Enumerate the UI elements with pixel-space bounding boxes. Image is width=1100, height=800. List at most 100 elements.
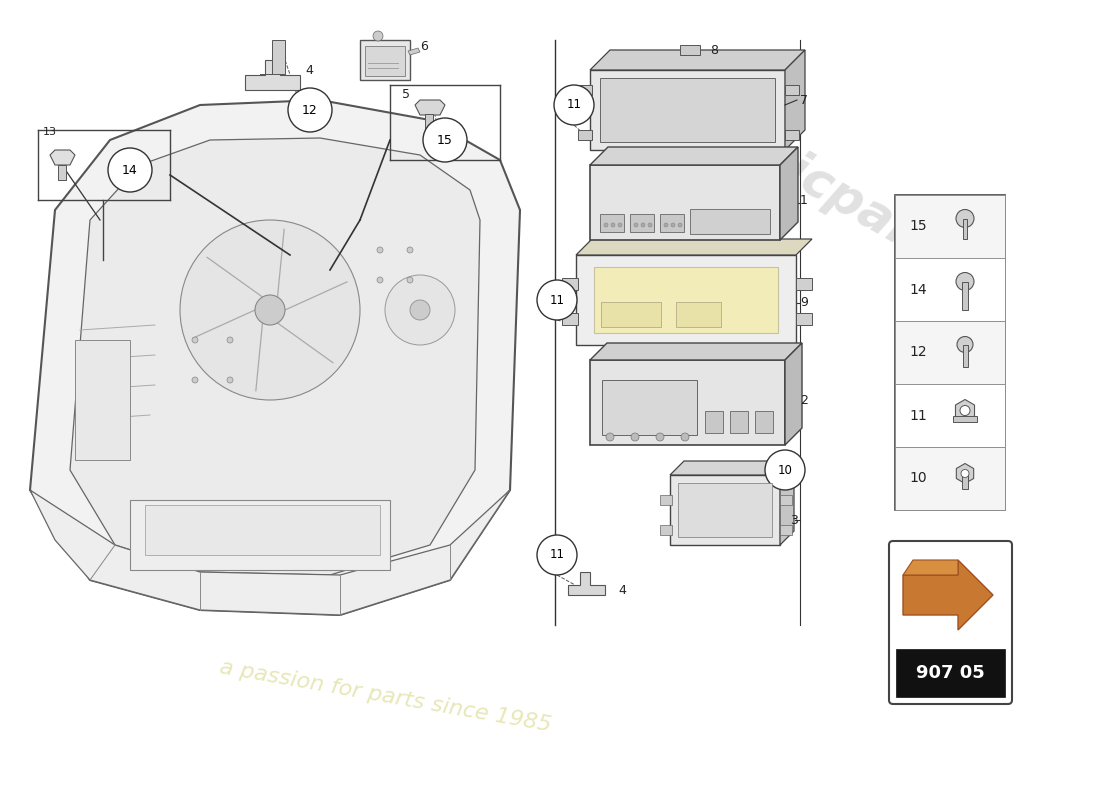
Circle shape: [631, 433, 639, 441]
Bar: [796, 278, 812, 290]
Bar: [690, 209, 770, 234]
Circle shape: [957, 337, 974, 353]
Polygon shape: [245, 60, 300, 90]
Circle shape: [407, 277, 412, 283]
Polygon shape: [30, 100, 520, 615]
Bar: [630, 214, 654, 232]
Text: 8: 8: [710, 43, 718, 57]
Text: 11: 11: [550, 294, 564, 306]
Text: 15: 15: [437, 134, 453, 146]
Bar: [962, 474, 968, 489]
Bar: [145, 505, 380, 555]
Circle shape: [671, 223, 675, 227]
Bar: [896, 649, 1005, 697]
Text: 6: 6: [420, 41, 428, 54]
Bar: [730, 411, 748, 433]
Bar: [578, 130, 592, 140]
Bar: [962, 282, 968, 310]
Bar: [660, 525, 672, 535]
Text: 14: 14: [909, 282, 926, 297]
Text: 9: 9: [800, 297, 807, 310]
Bar: [962, 218, 967, 238]
Text: 11: 11: [566, 98, 582, 111]
Polygon shape: [956, 399, 975, 422]
Bar: [895, 321, 1005, 384]
Bar: [75, 340, 130, 460]
Polygon shape: [785, 50, 805, 150]
Bar: [594, 267, 778, 333]
Bar: [600, 214, 624, 232]
Circle shape: [956, 210, 974, 227]
Circle shape: [537, 280, 578, 320]
Bar: [780, 495, 792, 505]
Bar: [590, 70, 785, 150]
Text: 12: 12: [302, 103, 318, 117]
Bar: [895, 195, 1005, 258]
Circle shape: [410, 300, 430, 320]
Text: 4: 4: [305, 63, 312, 77]
Bar: [425, 114, 433, 128]
Bar: [578, 85, 592, 95]
Bar: [660, 495, 672, 505]
Bar: [755, 411, 773, 433]
Bar: [785, 130, 799, 140]
Polygon shape: [590, 50, 805, 70]
Bar: [562, 278, 578, 290]
Bar: [676, 302, 720, 327]
Polygon shape: [780, 461, 794, 545]
Bar: [962, 345, 968, 366]
Circle shape: [192, 337, 198, 343]
Text: 5: 5: [402, 87, 410, 101]
Polygon shape: [568, 572, 605, 595]
Polygon shape: [590, 343, 802, 360]
Polygon shape: [903, 560, 958, 575]
Bar: [58, 165, 66, 180]
Bar: [130, 500, 390, 570]
Circle shape: [554, 85, 594, 125]
Polygon shape: [956, 463, 974, 483]
Bar: [601, 302, 661, 327]
Text: 11: 11: [909, 409, 926, 422]
Polygon shape: [670, 461, 794, 475]
Circle shape: [288, 88, 332, 132]
Circle shape: [424, 118, 468, 162]
Bar: [780, 525, 792, 535]
Circle shape: [641, 223, 645, 227]
Text: electricparts: electricparts: [636, 66, 970, 286]
Polygon shape: [903, 560, 993, 630]
Text: 4: 4: [618, 583, 626, 597]
Bar: [670, 475, 780, 545]
Bar: [895, 384, 1005, 447]
Bar: [895, 258, 1005, 321]
Circle shape: [373, 31, 383, 41]
Bar: [602, 380, 697, 435]
Text: a passion for parts since 1985: a passion for parts since 1985: [218, 657, 552, 735]
Circle shape: [610, 223, 615, 227]
Text: 1: 1: [800, 194, 807, 206]
Circle shape: [227, 337, 233, 343]
Circle shape: [764, 450, 805, 490]
Circle shape: [656, 433, 664, 441]
Bar: [590, 360, 785, 445]
Circle shape: [618, 223, 621, 227]
Polygon shape: [70, 138, 480, 575]
Circle shape: [664, 223, 668, 227]
Polygon shape: [590, 147, 798, 165]
Circle shape: [961, 470, 969, 478]
Polygon shape: [260, 40, 285, 74]
Bar: [600, 78, 775, 142]
Circle shape: [681, 433, 689, 441]
Circle shape: [634, 223, 638, 227]
Circle shape: [678, 223, 682, 227]
Polygon shape: [415, 100, 446, 115]
Text: 11: 11: [550, 549, 564, 562]
Circle shape: [377, 277, 383, 283]
Bar: [562, 313, 578, 325]
Text: 10: 10: [778, 463, 792, 477]
Bar: [660, 214, 684, 232]
Circle shape: [606, 433, 614, 441]
Polygon shape: [785, 343, 802, 445]
Bar: [796, 313, 812, 325]
Text: 3: 3: [790, 514, 798, 526]
Text: 907 05: 907 05: [916, 664, 984, 682]
